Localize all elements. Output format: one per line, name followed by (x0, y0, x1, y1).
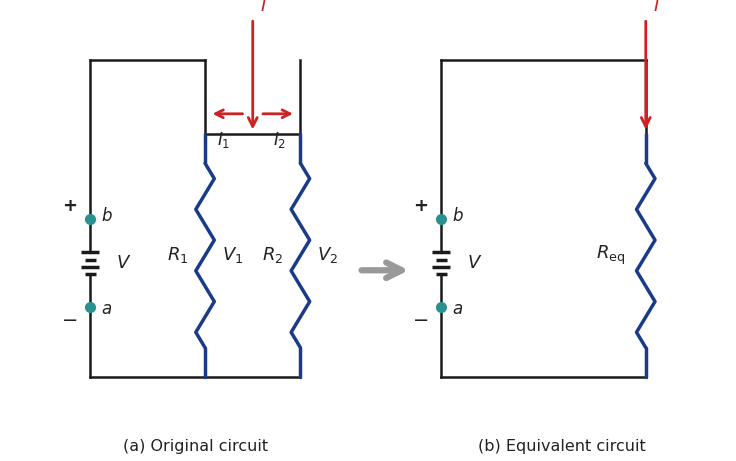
Text: $R_{\mathrm{eq}}$: $R_{\mathrm{eq}}$ (596, 244, 626, 267)
Text: $I$: $I$ (653, 0, 660, 15)
Text: $I$: $I$ (260, 0, 267, 15)
Text: +: + (63, 197, 77, 215)
Text: $R_2$: $R_2$ (263, 245, 284, 266)
Text: $R_1$: $R_1$ (167, 245, 188, 266)
Text: +: + (414, 197, 428, 215)
Text: −: − (413, 311, 429, 330)
Text: b: b (452, 207, 463, 225)
Text: (a) Original circuit: (a) Original circuit (123, 439, 268, 454)
Text: (b) Equivalent circuit: (b) Equivalent circuit (478, 439, 646, 454)
Text: a: a (102, 300, 112, 318)
Text: $V_1$: $V_1$ (222, 245, 243, 266)
Text: $V$: $V$ (467, 254, 482, 272)
Text: $I_1$: $I_1$ (217, 130, 230, 150)
Text: $V$: $V$ (116, 254, 132, 272)
Text: −: − (62, 311, 78, 330)
Text: $V_2$: $V_2$ (317, 245, 338, 266)
Text: a: a (452, 300, 462, 318)
Text: $I_2$: $I_2$ (274, 130, 286, 150)
Text: b: b (102, 207, 112, 225)
